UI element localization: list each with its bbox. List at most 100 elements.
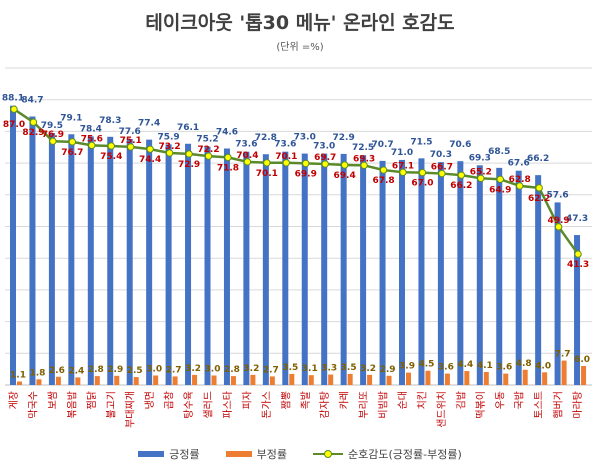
bar-positive: [10, 105, 16, 386]
bar-negative: [55, 376, 61, 385]
category-label: 떡볶이: [475, 391, 487, 419]
bar-positive: [223, 148, 230, 385]
data-label-net: 66.7: [431, 163, 453, 173]
data-label-positive: 68.5: [488, 147, 510, 157]
data-label-negative: 3.5: [282, 363, 298, 373]
data-label-net: 76.9: [42, 130, 64, 140]
marker-net: [321, 160, 329, 168]
data-label-positive: 47.3: [566, 214, 588, 224]
data-label-positive: 76.1: [177, 123, 199, 133]
data-label-negative: 2.9: [380, 365, 396, 375]
data-label-negative: 2.5: [127, 366, 143, 376]
legend-swatch-net: [312, 450, 343, 458]
category-label: 우동: [494, 391, 506, 409]
bar-positive: [301, 153, 308, 385]
bar-positive: [126, 139, 133, 385]
marker-net: [127, 143, 135, 151]
bar-positive: [360, 155, 367, 385]
marker-net: [438, 169, 446, 178]
bar-positive: [379, 160, 386, 385]
marker-net: [535, 184, 543, 192]
data-label-negative: 2.9: [107, 365, 123, 375]
bar-negative: [308, 375, 314, 385]
data-label-net: 67.8: [372, 176, 394, 186]
data-label-net: 49.9: [547, 216, 569, 226]
data-label-negative: 3.0: [205, 364, 221, 374]
bar-positive: [554, 202, 561, 385]
legend-label-negative: 부정률: [256, 448, 287, 461]
bar-negative: [192, 374, 198, 385]
category-label: 돈가스: [261, 391, 273, 419]
bar-positive: [165, 144, 172, 385]
category-label: 찜닭: [86, 391, 98, 409]
data-label-net: 72.9: [178, 160, 200, 170]
data-label-positive: 70.6: [449, 140, 471, 150]
data-label-positive: 74.6: [216, 128, 238, 138]
data-label-negative: 4.0: [535, 361, 551, 371]
category-label: 족발: [300, 391, 312, 409]
category-label: 보쌈: [47, 391, 59, 409]
data-label-net: 75.6: [81, 134, 103, 144]
category-label: 짬뽕: [280, 391, 292, 409]
marker-net: [399, 168, 407, 176]
marker-net: [224, 153, 232, 162]
category-label: 부대찌개: [125, 391, 137, 428]
bar-positive: [68, 134, 75, 385]
bar-positive: [515, 170, 522, 385]
data-label-positive: 77.6: [119, 127, 141, 137]
bar-positive: [437, 162, 444, 385]
data-label-negative: 2.8: [224, 365, 240, 375]
data-label-net: 70.1: [256, 169, 278, 179]
category-label: 치킨: [416, 391, 428, 409]
bar-negative: [328, 374, 334, 385]
data-label-positive: 73.6: [274, 140, 296, 150]
data-label-positive: 75.9: [157, 132, 179, 142]
category-label: 탕수육: [183, 391, 195, 419]
data-label-negative: 4.4: [457, 360, 473, 370]
bar-positive: [48, 132, 55, 385]
category-label: 국밥: [514, 391, 526, 409]
data-label-negative: 3.2: [243, 364, 259, 374]
data-label-positive: 69.3: [469, 153, 491, 163]
data-label-positive: 77.4: [138, 119, 160, 129]
bar-negative: [367, 374, 373, 385]
bar-positive: [87, 136, 94, 385]
bar-positive: [418, 158, 425, 385]
category-label: 막국수: [27, 391, 39, 419]
data-label-positive: 78.4: [80, 124, 102, 134]
data-label-positive: 73.6: [235, 140, 257, 150]
data-label-negative: 3.5: [341, 363, 357, 373]
category-label: 파스타: [222, 391, 234, 419]
data-label-net: 73.2: [158, 142, 180, 152]
bar-negative: [114, 375, 120, 385]
bar-positive: [476, 165, 483, 385]
category-label: 곱창: [164, 391, 176, 409]
bar-negative: [289, 373, 295, 385]
bar-negative: [561, 360, 567, 385]
bar-negative: [406, 372, 411, 385]
legend-label-positive: 긍정률: [169, 448, 200, 461]
bar-negative: [386, 375, 392, 385]
data-label-negative: 1.8: [29, 368, 45, 378]
category-label: 카레: [339, 391, 351, 409]
data-label-negative: 3.1: [302, 364, 318, 374]
data-label-net: 62.8: [509, 175, 531, 185]
data-label-net: 74.4: [139, 155, 161, 165]
data-label-net: 64.9: [489, 185, 511, 195]
data-label-positive: 70.7: [371, 140, 393, 150]
legend: 긍정률 부정률 순호감도(긍정률-부정률): [0, 446, 600, 462]
bar-positive: [204, 146, 211, 385]
data-label-positive: 72.8: [255, 133, 277, 143]
bar-positive: [321, 153, 328, 385]
bar-negative: [153, 375, 159, 385]
data-label-negative: 3.6: [496, 363, 512, 373]
bar-positive: [107, 136, 114, 385]
bar-positive: [29, 116, 36, 385]
data-label-positive: 72.5: [352, 143, 374, 153]
category-label: 햄버거: [552, 391, 565, 419]
bar-negative: [75, 377, 81, 385]
data-label-net: 69.4: [334, 171, 356, 181]
data-label-negative: 7.7: [555, 350, 571, 360]
marker-net: [243, 158, 252, 166]
data-label-negative: 4.8: [516, 359, 532, 369]
